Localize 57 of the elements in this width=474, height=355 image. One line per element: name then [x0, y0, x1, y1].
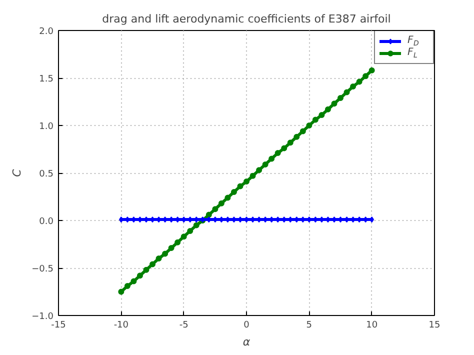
- point: [150, 261, 156, 268]
- point: [193, 222, 200, 228]
- point: [312, 116, 318, 123]
- y-tick-label: 0.0: [39, 217, 54, 227]
- y-tick-label: −0.5: [32, 264, 54, 274]
- point: [350, 84, 356, 90]
- point: [136, 272, 143, 279]
- point: [362, 73, 369, 80]
- point: [244, 178, 250, 185]
- point: [206, 212, 212, 218]
- y-tick-label: −1.0: [32, 312, 54, 322]
- x-tick-label: 15: [428, 320, 440, 330]
- point: [324, 106, 331, 112]
- point: [368, 67, 375, 74]
- x-tick-label: -15: [51, 320, 66, 330]
- point: [224, 194, 231, 201]
- point: [156, 256, 162, 262]
- point: [168, 245, 174, 252]
- point: [124, 283, 130, 290]
- point: [306, 122, 312, 128]
- point: [174, 239, 181, 246]
- x-axis-title: α: [242, 336, 251, 348]
- point: [130, 278, 137, 284]
- point: [300, 128, 306, 134]
- y-axis-title: C: [10, 168, 24, 177]
- point: [331, 100, 338, 107]
- point: [356, 78, 362, 85]
- point: [281, 145, 288, 152]
- point: [338, 94, 344, 101]
- y-tick-label: 2.0: [39, 27, 54, 37]
- x-tick-label: 0: [244, 320, 250, 330]
- x-tick-label: 5: [306, 320, 312, 330]
- point: [212, 206, 218, 212]
- point: [344, 89, 350, 96]
- point: [262, 161, 268, 168]
- point: [230, 189, 237, 195]
- point: [162, 250, 168, 257]
- x-tick-label: 10: [366, 320, 378, 330]
- x-tick-label: -5: [179, 320, 188, 330]
- point: [118, 288, 124, 295]
- x-tick-label: -10: [114, 320, 129, 330]
- point: [268, 156, 275, 162]
- point: [274, 150, 281, 156]
- point: [180, 234, 187, 240]
- point: [318, 112, 325, 118]
- point: [237, 183, 244, 190]
- y-tick-label: 1.5: [39, 74, 54, 84]
- point: [250, 172, 256, 179]
- y-tick-label: 0.5: [39, 170, 54, 180]
- point: [294, 134, 300, 140]
- point: [187, 228, 194, 234]
- point: [256, 167, 262, 174]
- y-tick-label: 1.0: [39, 122, 54, 132]
- chart-title: drag and lift aerodynamic coefficients of E387 airfoil: [102, 12, 391, 26]
- point: [143, 266, 150, 273]
- point: [287, 140, 294, 146]
- point: [218, 200, 224, 206]
